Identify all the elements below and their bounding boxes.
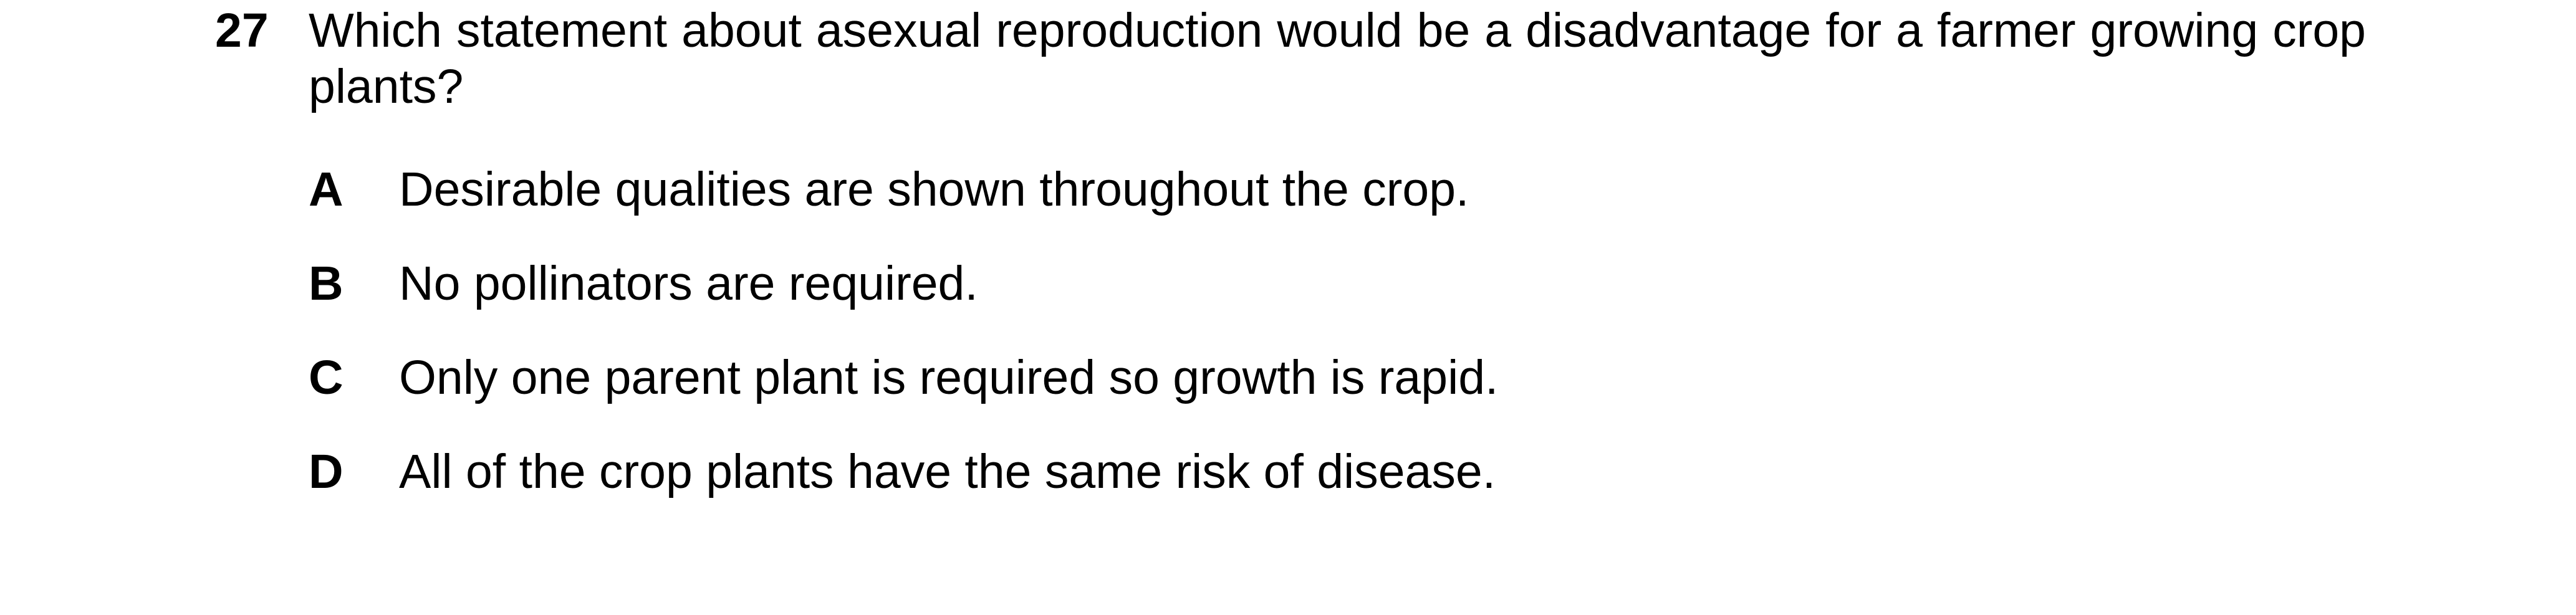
answer-option-d[interactable]: D All of the crop plants have the same r… <box>309 444 2179 500</box>
option-letter: D <box>309 445 344 498</box>
option-text: Desirable qualities are shown throughout… <box>399 163 1469 216</box>
option-letter: C <box>309 351 344 404</box>
question-stem: Which statement about asexual reproducti… <box>309 4 2366 113</box>
answer-option-b[interactable]: B No pollinators are required. <box>309 255 2179 312</box>
option-text: All of the crop plants have the same ris… <box>399 445 1496 498</box>
option-letter: B <box>309 257 344 310</box>
answer-option-a[interactable]: A Desirable qualities are shown througho… <box>309 161 2179 217</box>
answer-option-c[interactable]: C Only one parent plant is required so g… <box>309 350 2179 406</box>
question-number: 27 <box>215 4 269 57</box>
option-text: No pollinators are required. <box>399 257 978 310</box>
option-text: Only one parent plant is required so gro… <box>399 351 1499 404</box>
option-letter: A <box>309 163 344 216</box>
